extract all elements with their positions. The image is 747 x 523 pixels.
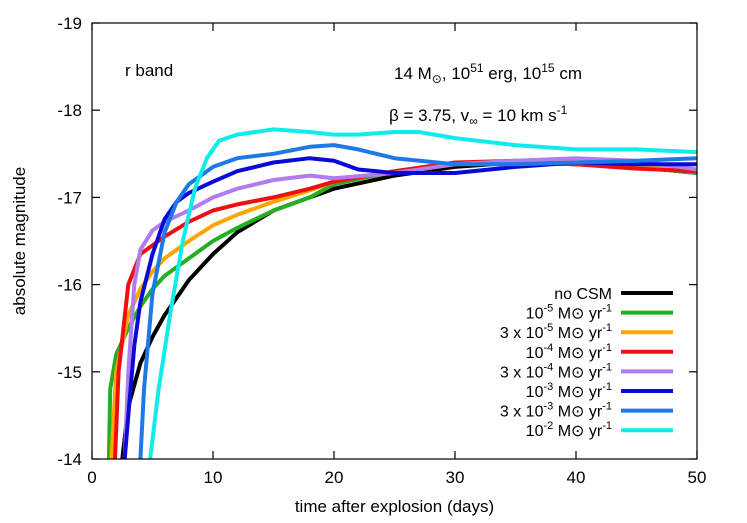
y-tick-label: -14 [57, 450, 82, 469]
series-line-5 [122, 156, 697, 459]
y-axis-label: absolute magnitude [10, 167, 29, 315]
wind-params-annotation: β = 3.75, v∞ = 10 km s-1 [389, 103, 568, 128]
legend-label: 10-4 M⊙ yr-1 [526, 342, 612, 362]
axis-ticks: 0 10 20 30 40 50 -14 -15 -16 -17 -18 -19 [57, 14, 706, 487]
y-tick-label: -16 [57, 276, 82, 295]
x-tick-label: 20 [325, 468, 344, 487]
band-annotation: r band [125, 61, 173, 80]
x-tick-label: 10 [204, 468, 223, 487]
series-line-7 [148, 127, 697, 459]
y-tick-label: -17 [57, 188, 82, 207]
legend-label: 3 x 10-5 M⊙ yr-1 [500, 322, 612, 342]
y-tick-label: -19 [57, 14, 82, 33]
x-tick-label: 40 [567, 468, 586, 487]
x-tick-label: 0 [87, 468, 96, 487]
legend-label: 3 x 10-3 M⊙ yr-1 [500, 401, 612, 421]
legend-label: 10-5 M⊙ yr-1 [526, 303, 612, 323]
plot-frame [91, 22, 698, 460]
legend-label: no CSM [554, 286, 612, 303]
y-tick-label: -15 [57, 363, 82, 382]
x-axis-label: time after explosion (days) [295, 497, 494, 516]
x-tick-label: 30 [446, 468, 465, 487]
series-lines [106, 127, 697, 459]
y-tick-label: -18 [57, 101, 82, 120]
model-params-annotation: 14 M⊙, 1051 erg, 1015 cm [394, 61, 582, 86]
series-line-6 [138, 143, 697, 459]
legend-label: 10-3 M⊙ yr-1 [526, 381, 612, 401]
x-tick-label: 50 [688, 468, 707, 487]
legend-label: 10-2 M⊙ yr-1 [526, 420, 612, 440]
series-line-4 [122, 156, 697, 459]
legend-label: 3 x 10-4 M⊙ yr-1 [500, 361, 612, 381]
